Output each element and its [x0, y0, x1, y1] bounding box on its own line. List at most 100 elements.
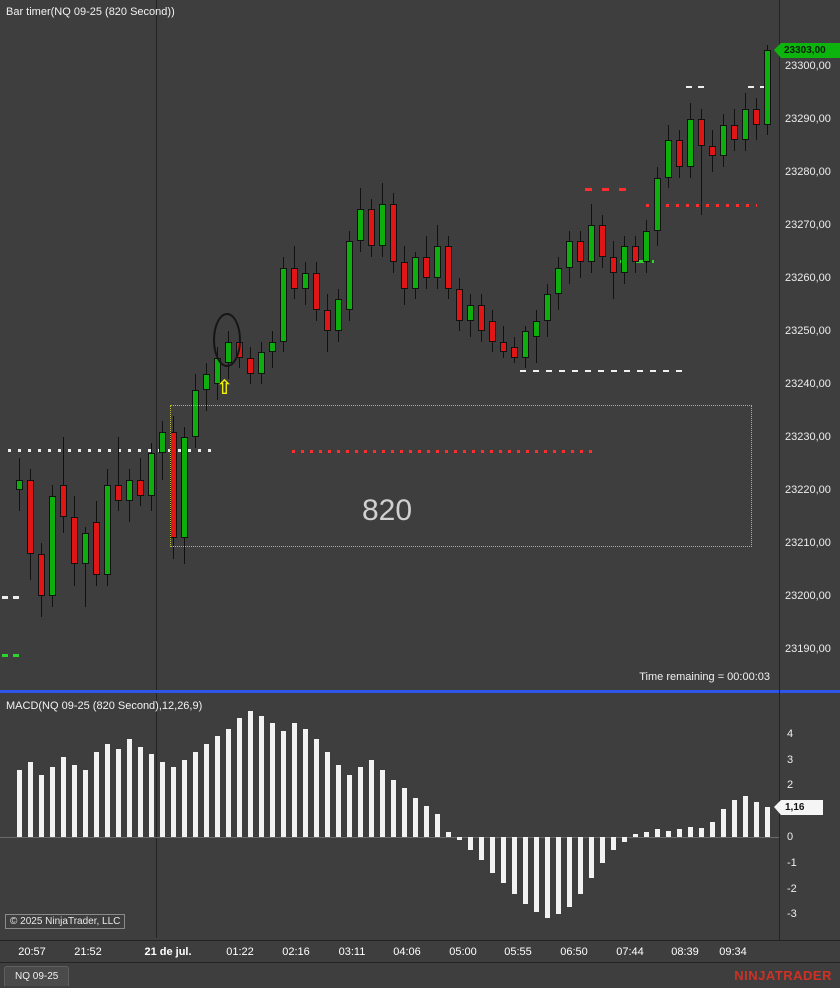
candle-down	[599, 225, 606, 257]
time-tick-label: 08:39	[671, 946, 699, 958]
top-white-dashes-a	[686, 86, 710, 88]
macd-bar	[281, 731, 286, 837]
candle-down	[445, 246, 452, 289]
candle-up	[687, 119, 694, 167]
macd-bar	[655, 829, 660, 837]
price-tick-label: 23230,00	[785, 431, 831, 443]
candle-up	[258, 352, 265, 374]
macd-bar	[380, 770, 385, 837]
macd-bar	[292, 723, 297, 837]
macd-bar	[545, 837, 550, 918]
session-break-line	[156, 0, 157, 938]
macd-bar	[270, 723, 275, 837]
candle-wick	[701, 109, 702, 215]
macd-zero-line	[0, 837, 779, 838]
candle-up	[280, 268, 287, 342]
swing-low-dashes-white	[520, 370, 688, 372]
macd-tick-label: -3	[787, 908, 797, 920]
macd-bar	[622, 837, 627, 842]
candle-wick	[85, 527, 86, 607]
candle-down	[390, 204, 397, 262]
time-tick-label: 02:16	[282, 946, 310, 958]
candle-down	[71, 517, 78, 564]
candle-up	[555, 268, 562, 294]
macd-bar	[39, 775, 44, 837]
macd-bar	[116, 749, 121, 837]
macd-bar	[83, 770, 88, 837]
macd-bar	[512, 837, 517, 894]
macd-bar	[50, 767, 55, 837]
time-tick-label: 07:44	[616, 946, 644, 958]
macd-bar	[435, 814, 440, 837]
copyright-label: © 2025 NinjaTrader, LLC	[5, 914, 126, 929]
candle-down	[247, 358, 254, 374]
time-remaining-label: Time remaining = 00:00:03	[639, 671, 770, 683]
candle-down	[489, 321, 496, 342]
macd-bar	[644, 832, 649, 837]
candle-down	[291, 268, 298, 289]
macd-bar	[446, 832, 451, 837]
candle-down	[115, 485, 122, 501]
macd-bar	[72, 765, 77, 837]
candle-wick	[118, 437, 119, 511]
macd-bar	[743, 796, 748, 837]
level-dots-red	[292, 450, 592, 453]
macd-bar	[534, 837, 539, 912]
top-white-dashes-b	[748, 86, 772, 88]
macd-panel-title: MACD(NQ 09-25 (820 Second),12,26,9)	[6, 700, 203, 712]
left-green-dashes	[2, 654, 24, 657]
macd-bar	[149, 754, 154, 837]
left-white-dashes	[2, 596, 24, 599]
price-tick-label: 23300,00	[785, 60, 831, 72]
candle-up	[49, 496, 56, 596]
macd-bar	[721, 809, 726, 837]
macd-bar	[567, 837, 572, 907]
tab-nq-09-25[interactable]: NQ 09-25	[4, 966, 70, 986]
macd-bar	[259, 716, 264, 837]
macd-bar	[17, 770, 22, 837]
candle-up	[533, 321, 540, 337]
macd-bar	[215, 736, 220, 837]
macd-value-marker: 1,16	[774, 800, 823, 815]
macd-bar	[391, 780, 396, 837]
candle-down	[456, 289, 463, 321]
candle-down	[137, 480, 144, 496]
candle-up	[203, 374, 210, 390]
macd-bar	[611, 837, 616, 850]
candle-up	[544, 294, 551, 321]
candle-up	[720, 125, 727, 156]
macd-bar	[523, 837, 528, 904]
macd-bar	[688, 827, 693, 837]
time-tick-label: 04:06	[393, 946, 421, 958]
macd-bar	[314, 739, 319, 837]
macd-bar	[699, 828, 704, 837]
level-dots-white	[8, 449, 214, 452]
candle-down	[632, 246, 639, 262]
time-axis[interactable]: 20:57 21:52 21 de jul. 01:22 02:16 03:11 04:06…	[0, 940, 779, 962]
candle-up	[467, 305, 474, 321]
macd-bar	[237, 718, 242, 837]
candle-up	[104, 485, 111, 575]
macd-tick-label: 4	[787, 728, 794, 740]
time-tick-label: 03:11	[338, 946, 366, 958]
macd-bar	[160, 762, 165, 837]
session-date-label: 21 de jul.	[144, 946, 192, 958]
highlight-ellipse	[213, 313, 241, 367]
price-panel-title: Bar timer(NQ 09-25 (820 Second))	[6, 6, 175, 18]
macd-bar	[633, 834, 638, 837]
ninjatrader-logo: NINJATRADER	[734, 968, 832, 983]
macd-bar	[479, 837, 484, 860]
price-tick-label: 23280,00	[785, 166, 831, 178]
candle-down	[698, 119, 705, 146]
macd-bar	[303, 729, 308, 837]
candle-up	[181, 437, 188, 538]
candle-up	[742, 109, 749, 140]
macd-bar	[666, 831, 671, 837]
candle-down	[368, 209, 375, 246]
candle-down	[401, 262, 408, 289]
candle-down	[38, 554, 45, 596]
price-axis[interactable]: 23300,00 23290,00 23280,00 23270,00 23260,00…	[779, 0, 840, 940]
price-tick-label: 23220,00	[785, 484, 831, 496]
panel-separator[interactable]	[0, 690, 840, 693]
